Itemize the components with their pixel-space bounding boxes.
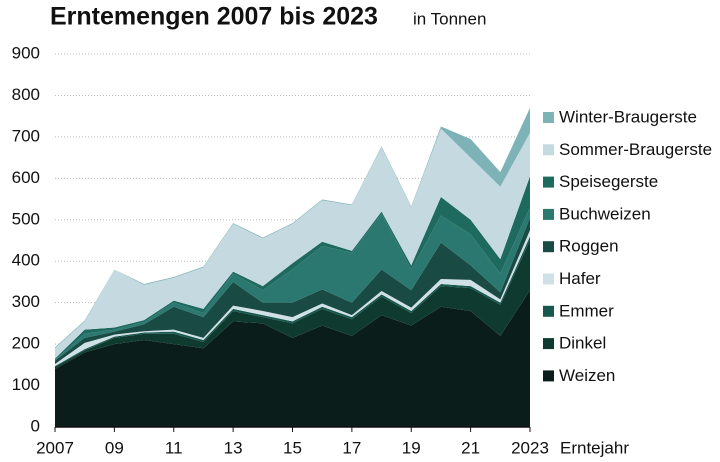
area	[55, 207, 530, 361]
legend-swatch	[543, 370, 554, 382]
y-tick-label: 600	[12, 168, 40, 187]
y-tick-label: 900	[12, 43, 40, 62]
legend-swatch	[543, 208, 554, 220]
legend-swatch	[543, 144, 554, 156]
legend-label: Speisegerste	[559, 172, 658, 191]
legend-label: Roggen	[559, 237, 619, 256]
area	[55, 176, 530, 360]
y-tick-label: 200	[12, 334, 40, 353]
y-tick-label: 500	[12, 209, 40, 228]
legend-label: Emmer	[559, 301, 614, 320]
x-tick-label: 15	[283, 438, 302, 457]
plot-area	[55, 107, 530, 427]
area	[55, 290, 530, 427]
y-tick-label: 700	[12, 126, 40, 145]
legend-swatch	[543, 273, 554, 285]
x-tick-label: 21	[461, 438, 480, 457]
legend-label: Hafer	[559, 269, 601, 288]
x-tick-label: 19	[402, 438, 421, 457]
legend-swatch	[543, 338, 554, 350]
legend-label: Weizen	[559, 366, 615, 385]
legend-label: Sommer-Braugerste	[559, 140, 712, 159]
area	[55, 128, 530, 359]
x-tick-label: 2007	[36, 438, 74, 457]
x-tick-label: 17	[342, 438, 361, 457]
x-tick-label: 2023	[511, 438, 549, 457]
legend-swatch	[543, 305, 554, 317]
legend-label: Dinkel	[559, 334, 606, 353]
legend-label: Buchweizen	[559, 204, 651, 223]
chart-subtitle: in Tonnen	[413, 9, 486, 28]
x-axis-label: Erntejahr	[560, 438, 629, 457]
legend-label: Winter-Braugerste	[559, 107, 697, 126]
x-tick-label: 09	[105, 438, 124, 457]
area	[55, 217, 530, 365]
y-tick-label: 0	[31, 416, 40, 435]
legend-swatch	[543, 112, 554, 123]
legend-swatch	[543, 176, 554, 188]
y-tick-label: 300	[12, 292, 40, 311]
y-tick-label: 100	[12, 375, 40, 394]
x-tick-label: 13	[224, 438, 243, 457]
area	[55, 240, 530, 369]
legend-swatch	[543, 241, 554, 253]
x-tick-label: 11	[165, 438, 183, 457]
y-tick-label: 800	[12, 85, 40, 104]
chart-title: Erntemengen 2007 bis 2023	[50, 3, 378, 31]
y-tick-label: 400	[12, 251, 40, 270]
